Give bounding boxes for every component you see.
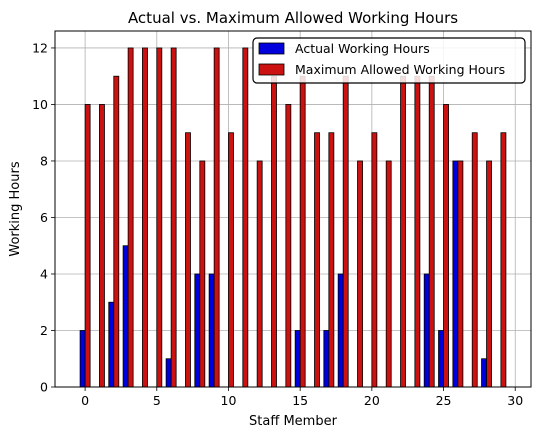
y-tick-label: 4 xyxy=(40,266,48,281)
x-tick-label: 5 xyxy=(153,393,161,408)
bar-maximum-12 xyxy=(256,160,263,388)
bar-maximum-6 xyxy=(170,47,177,388)
bar-actual-17 xyxy=(323,330,330,388)
bar-actual-0 xyxy=(79,330,86,388)
bar-maximum-18 xyxy=(342,75,349,388)
x-ticks: 0 5 10 15 20 25 30 xyxy=(81,387,523,408)
bar-maximum-16 xyxy=(314,132,320,388)
bar-maximum-14 xyxy=(285,104,292,388)
y-axis-label: Working Hours xyxy=(8,161,23,256)
bar-actual-15 xyxy=(294,330,301,388)
bar-actual-6 xyxy=(165,358,172,388)
y-tick-label: 0 xyxy=(40,380,48,395)
legend-box xyxy=(252,37,526,84)
bar-maximum-15 xyxy=(299,75,306,388)
bar-maximum-17 xyxy=(328,132,335,388)
bar-actual-26 xyxy=(452,160,459,388)
chart-title: Actual vs. Maximum Allowed Working Hours xyxy=(128,9,458,27)
x-tick-label: 20 xyxy=(364,393,380,408)
bar-maximum-23 xyxy=(414,75,421,388)
x-axis-label: Staff Member xyxy=(249,414,338,429)
bar-maximum-22 xyxy=(400,75,406,388)
y-tick-label: 2 xyxy=(40,323,48,338)
bar-actual-28 xyxy=(481,358,487,388)
bar-maximum-20 xyxy=(371,132,378,388)
legend-label-maximum: Maximum Allowed Working Hours xyxy=(295,62,505,77)
x-tick-label: 15 xyxy=(292,393,308,408)
bar-maximum-28 xyxy=(486,160,492,388)
y-ticks: 0 2 4 6 8 10 12 xyxy=(32,40,55,395)
legend-label-actual: Actual Working Hours xyxy=(295,41,430,56)
y-tick-label: 12 xyxy=(32,40,48,55)
bar-actual-18 xyxy=(337,273,344,388)
bar-actual-25 xyxy=(438,330,444,388)
bar-actual-9 xyxy=(208,273,215,388)
y-tick-label: 8 xyxy=(40,153,48,168)
bar-maximum-21 xyxy=(385,160,392,388)
y-tick-label: 10 xyxy=(32,97,48,112)
bar-maximum-9 xyxy=(213,47,220,388)
bar-maximum-11 xyxy=(242,47,249,388)
bar-maximum-3 xyxy=(127,47,134,388)
bar-maximum-29 xyxy=(500,132,507,388)
bar-maximum-26 xyxy=(457,160,464,388)
bar-actual-3 xyxy=(122,245,129,388)
bar-actual-2 xyxy=(108,301,115,388)
x-tick-label: 10 xyxy=(221,393,237,408)
bar-maximum-24 xyxy=(428,75,435,388)
bar-maximum-19 xyxy=(357,160,363,388)
bar-maximum-5 xyxy=(156,47,163,388)
bar-maximum-4 xyxy=(142,47,148,388)
x-tick-label: 0 xyxy=(81,393,89,408)
bar-maximum-10 xyxy=(228,132,234,388)
bar-maximum-1 xyxy=(99,104,105,388)
bar-maximum-8 xyxy=(199,160,206,388)
bars xyxy=(79,47,507,388)
plot-frame xyxy=(54,30,532,388)
bar-actual-8 xyxy=(194,273,201,388)
x-tick-label: 25 xyxy=(436,393,452,408)
bar-maximum-27 xyxy=(471,132,478,388)
bar-maximum-13 xyxy=(271,75,277,388)
legend: Actual Working Hours Maximum Allowed Wor… xyxy=(252,37,526,84)
y-tick-label: 6 xyxy=(40,210,48,225)
bar-actual-24 xyxy=(423,273,430,388)
bar-maximum-25 xyxy=(443,104,449,388)
bar-maximum-2 xyxy=(113,75,120,388)
legend-swatch-actual xyxy=(258,42,285,55)
x-tick-label: 30 xyxy=(507,393,523,408)
bar-maximum-0 xyxy=(84,104,91,388)
legend-swatch-maximum xyxy=(258,63,285,76)
bar-maximum-7 xyxy=(185,132,191,388)
